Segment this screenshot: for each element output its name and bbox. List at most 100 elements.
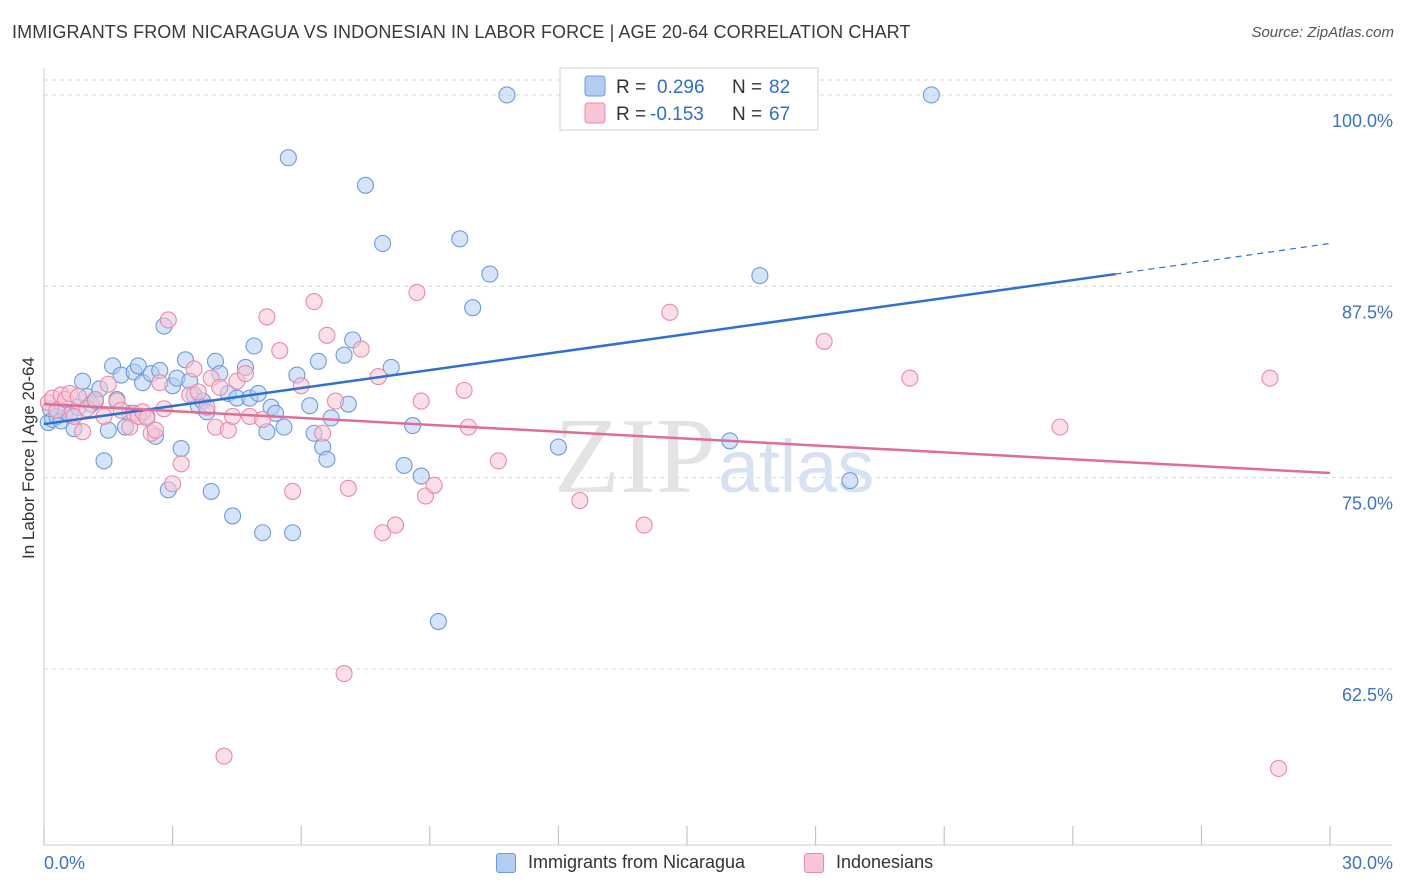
point-indonesians	[151, 374, 169, 392]
point-indonesians	[185, 360, 203, 378]
x-tick-label: 30.0%	[1342, 853, 1393, 873]
chart-source: Source: ZipAtlas.com	[1251, 24, 1394, 41]
point-nicaragua	[356, 176, 375, 194]
point-indonesians	[211, 378, 229, 396]
y-tick-label: 100.0%	[1332, 111, 1393, 131]
axes-layer	[43, 68, 1392, 846]
point-nicaragua	[279, 149, 297, 167]
point-nicaragua	[172, 440, 190, 458]
point-indonesians	[314, 424, 332, 442]
point-nicaragua	[322, 409, 340, 427]
point-nicaragua	[498, 86, 516, 104]
points-layer	[39, 86, 1288, 778]
point-nicaragua	[284, 524, 302, 542]
chart-title: IMMIGRANTS FROM NICARAGUA VS INDONESIAN …	[12, 22, 911, 42]
legend-swatch-blue	[584, 75, 606, 97]
point-indonesians	[69, 387, 87, 406]
point-nicaragua	[395, 456, 413, 474]
point-indonesians	[339, 479, 357, 497]
legend-r-label-pink: R =	[616, 104, 646, 125]
point-nicaragua	[309, 352, 327, 370]
watermark-atlas: atlas	[718, 425, 874, 508]
point-indonesians	[164, 475, 182, 493]
point-nicaragua	[549, 438, 567, 456]
point-indonesians	[412, 392, 430, 410]
point-nicaragua	[129, 357, 147, 375]
legend-r-value-blue: 0.296	[657, 77, 705, 98]
point-indonesians	[236, 364, 255, 383]
point-nicaragua	[841, 472, 859, 490]
point-indonesians	[326, 392, 345, 410]
point-nicaragua	[481, 265, 499, 283]
point-indonesians	[455, 381, 473, 399]
point-indonesians	[172, 455, 190, 473]
point-indonesians	[1051, 418, 1069, 436]
point-indonesians	[635, 516, 653, 534]
point-indonesians	[74, 423, 92, 441]
point-nicaragua	[451, 230, 469, 248]
watermark: ZIP atlas	[554, 397, 874, 516]
point-indonesians	[198, 398, 216, 416]
point-nicaragua	[74, 372, 92, 390]
point-indonesians	[86, 391, 104, 409]
point-indonesians	[258, 308, 276, 326]
point-indonesians	[1261, 369, 1279, 387]
point-nicaragua	[275, 418, 293, 436]
x-tick-label: 0.0%	[44, 853, 85, 873]
point-nicaragua	[751, 267, 769, 285]
point-nicaragua	[404, 417, 422, 435]
point-indonesians	[159, 311, 177, 329]
point-indonesians	[374, 524, 392, 542]
point-indonesians	[901, 369, 919, 387]
trend-extension-nicaragua	[1115, 242, 1331, 275]
legend-item-nicaragua: Immigrants from Nicaragua	[496, 852, 745, 873]
point-indonesians	[335, 665, 353, 683]
legend-swatch-indonesians	[804, 852, 824, 873]
point-nicaragua	[464, 299, 482, 317]
y-tick-label: 75.0%	[1342, 494, 1393, 514]
legend-n-value-blue: 82	[769, 77, 790, 98]
point-nicaragua	[412, 467, 430, 485]
legend-item-indonesians: Indonesians	[804, 852, 933, 873]
legend-label-nicaragua: Immigrants from Nicaragua	[528, 852, 746, 872]
point-indonesians	[815, 332, 833, 350]
y-tick-label: 87.5%	[1342, 302, 1393, 322]
legend-bottom: Immigrants from Nicaragua Indonesians	[0, 852, 1406, 878]
point-indonesians	[146, 421, 165, 439]
point-indonesians	[99, 375, 117, 393]
point-nicaragua	[374, 234, 392, 252]
point-indonesians	[305, 293, 323, 311]
legend-swatch-pink	[584, 102, 606, 124]
point-indonesians	[352, 340, 370, 358]
point-nicaragua	[95, 452, 113, 470]
point-nicaragua	[254, 524, 272, 542]
point-indonesians	[1270, 759, 1288, 778]
legend-r-value-pink: -0.153	[650, 104, 704, 125]
legend-n-label-blue: N =	[732, 77, 762, 98]
point-nicaragua	[429, 612, 447, 631]
trend-line-nicaragua	[43, 272, 1116, 426]
point-indonesians	[284, 482, 302, 500]
labels-layer: 62.5% 75.0% 87.5% 100.0% 0.0% 30.0%	[44, 111, 1393, 873]
y-axis-label: In Labor Force | Age 20-64	[19, 357, 38, 559]
point-indonesians	[386, 516, 405, 534]
point-indonesians	[292, 377, 310, 395]
point-indonesians	[318, 326, 336, 344]
y-tick-label: 62.5%	[1342, 685, 1393, 705]
point-indonesians	[571, 492, 589, 510]
trend-line-indonesians	[43, 402, 1331, 475]
legend-r-label-blue: R =	[616, 77, 646, 98]
point-indonesians	[271, 342, 289, 360]
point-indonesians	[224, 407, 242, 425]
trend-layer	[43, 242, 1331, 475]
legend-label-indonesians: Indonesians	[836, 852, 934, 872]
point-nicaragua	[335, 346, 353, 364]
point-indonesians	[408, 283, 426, 301]
point-indonesians	[215, 747, 233, 765]
point-indonesians	[189, 383, 207, 401]
point-indonesians	[661, 303, 679, 321]
legend-n-value-pink: 67	[769, 104, 790, 125]
point-indonesians	[425, 476, 443, 494]
point-nicaragua	[922, 86, 940, 104]
